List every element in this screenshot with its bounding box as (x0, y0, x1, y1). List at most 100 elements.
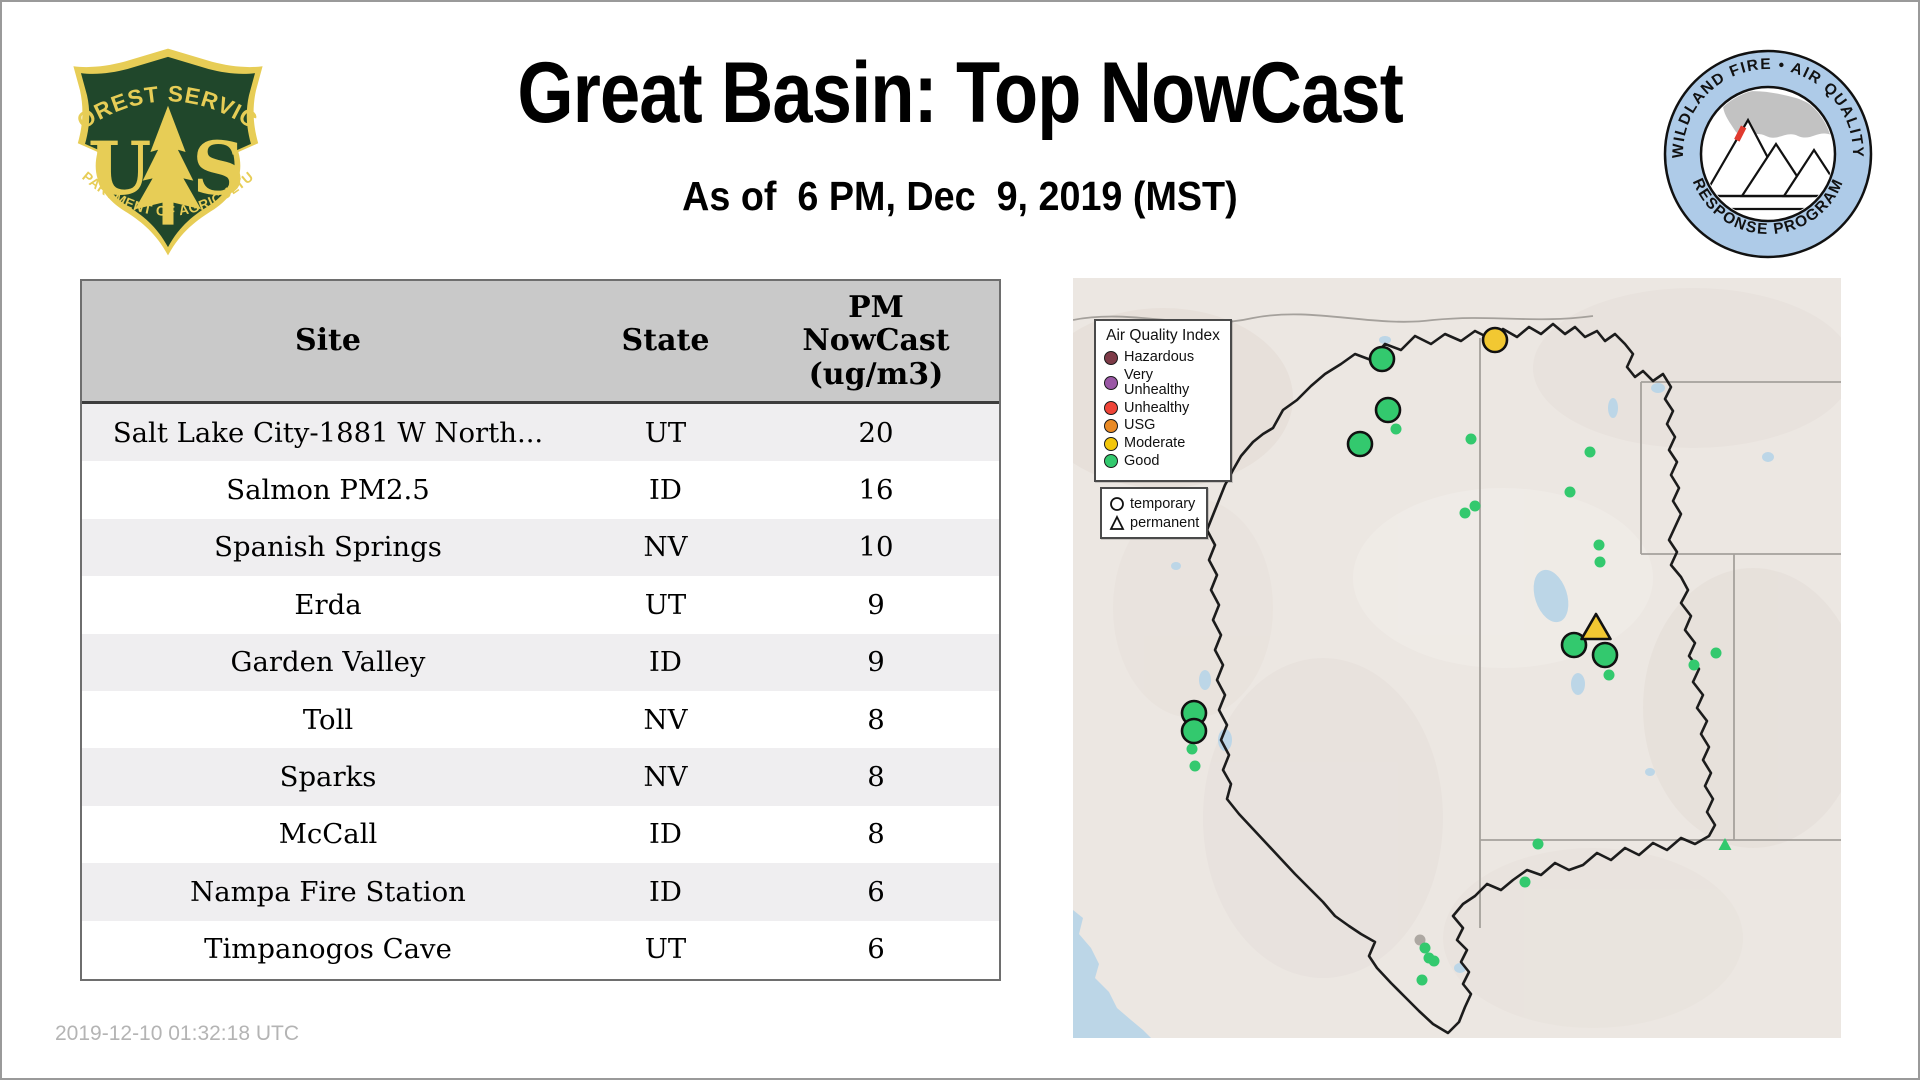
state-cell: ID (649, 818, 682, 851)
site-cell: McCall (278, 818, 378, 851)
aqi-color-swatch (1104, 436, 1118, 451)
site-cell: Garden Valley (230, 646, 426, 679)
map-terrain (1073, 278, 1841, 1038)
aqi-color-swatch (1104, 350, 1118, 365)
temporary-label: temporary (1130, 495, 1196, 512)
aqi-item-label: Hazardous (1124, 349, 1195, 365)
site-cell: Nampa Fire Station (190, 875, 466, 908)
map-marker-dot-good (1564, 486, 1576, 498)
state-cell: UT (644, 416, 687, 449)
table-row: Nampa Fire Station ID 6 (82, 863, 999, 921)
aqi-color-swatch (1104, 454, 1118, 469)
table-row: McCall ID 8 (82, 805, 999, 864)
pine-tree-icon (135, 105, 201, 225)
temporary-circle-icon (1110, 496, 1124, 511)
map-marker-dot-good (1519, 876, 1531, 888)
site-cell: Erda (294, 588, 362, 621)
aqi-item-label: Good (1124, 452, 1160, 469)
permanent-label: permanent (1130, 514, 1200, 531)
map-marker-circle-lg-moderate (1481, 326, 1509, 354)
fs-letter-u: U (88, 127, 151, 212)
table-row: Salt Lake City-1881 W North... UT 20 (82, 404, 999, 462)
state-cell: UT (644, 588, 687, 621)
marker-type-legend: temporary permanent (1100, 487, 1208, 539)
column-header-pm-nowcast: PM NowCast (ug/m3) (802, 289, 950, 392)
aqi-legend-item: Very Unhealthy (1104, 367, 1222, 398)
generated-timestamp: 2019-12-10 01:32:18 UTC (55, 1022, 299, 1045)
site-cell: Salt Lake City-1881 W North... (112, 416, 544, 449)
wfaqrp-logo: WILDLAND FIRE • AIR QUALITY RESPONSE PRO… (1663, 49, 1873, 259)
map-marker-triangle-lg-moderate (1580, 612, 1612, 641)
monitor-markers (1180, 326, 1732, 986)
aqi-legend-items: Hazardous Very Unhealthy Unhealthy USG Moder… (1104, 349, 1222, 469)
forest-service-logo: FOREST SERVICE U S DEPARTMENT OF AGRICUL… (56, 42, 263, 256)
map-marker-dot-good (1390, 423, 1402, 435)
table-header-row: Site State PM NowCast (ug/m3) (82, 281, 999, 404)
value-cell: 8 (867, 818, 885, 851)
map-marker-dot-good (1594, 556, 1606, 568)
map-marker-dot-good (1688, 659, 1700, 671)
map-marker-dot-good (1469, 500, 1481, 512)
map-marker-triangle-sm-good (1718, 838, 1732, 850)
map-marker-dot-good (1532, 838, 1544, 850)
map-marker-dot-good (1416, 974, 1428, 986)
column-header-state: State (621, 323, 710, 359)
air-quality-map: Air Quality Index Hazardous Very Unhealth… (1073, 278, 1841, 1038)
flame-icon (1734, 125, 1747, 142)
map-marker-dot-good (1428, 955, 1440, 967)
map-marker-dot-good (1419, 942, 1431, 954)
terrain-shading (1073, 288, 1841, 1028)
value-cell: 16 (858, 474, 894, 507)
aqi-legend: Air Quality Index Hazardous Very Unhealth… (1094, 319, 1232, 482)
aqi-item-label: USG (1124, 417, 1156, 434)
column-header-site: Site (294, 323, 361, 359)
page-subtitle: As of 6 PM, Dec 9, 2019 (MST) (682, 173, 1238, 219)
value-cell: 9 (867, 646, 885, 679)
map-marker-dot-good (1584, 446, 1596, 458)
map-marker-circle-lg-good (1374, 396, 1402, 424)
aqi-item-label: Unhealthy (1124, 399, 1190, 416)
state-cell: NV (643, 531, 688, 564)
aqi-legend-item: Moderate (1104, 435, 1222, 452)
table-row: Toll NV 8 (82, 690, 999, 749)
table-body: Salt Lake City-1881 W North... UT 20 Salmon… (82, 404, 999, 978)
map-marker-circle-lg-good (1180, 717, 1208, 745)
map-marker-dot-good (1593, 539, 1605, 551)
map-marker-circle-lg-good (1591, 641, 1619, 669)
map-marker-dot-good (1710, 647, 1722, 659)
table-row: Sparks NV 8 (82, 748, 999, 806)
aqi-legend-title: Air Quality Index (1106, 327, 1220, 344)
lakes (1171, 336, 1774, 973)
state-cell: ID (649, 474, 682, 507)
value-cell: 6 (867, 875, 885, 908)
table-row: Erda UT 9 (82, 576, 999, 634)
aqi-item-label: Moderate (1124, 435, 1186, 452)
permanent-triangle-icon (1109, 514, 1125, 530)
map-marker-circle-lg-good (1346, 430, 1374, 458)
state-cell: NV (643, 703, 688, 736)
map-marker-dot-good (1465, 433, 1477, 445)
header: Great Basin: Top NowCast As of 6 PM, Dec… (260, 44, 1660, 220)
value-cell: 8 (867, 703, 885, 736)
aqi-color-swatch (1104, 401, 1118, 416)
map-marker-dot-good (1459, 507, 1471, 519)
site-cell: Toll (302, 703, 354, 736)
value-cell: 6 (867, 933, 885, 966)
map-marker-dot-gray (1414, 934, 1426, 946)
site-cell: Timpanogos Cave (204, 933, 452, 966)
map-marker-circle-lg-good (1560, 631, 1588, 659)
value-cell: 20 (858, 416, 894, 449)
map-marker-circle-lg-good (1368, 345, 1396, 373)
aqi-legend-item: Good (1104, 452, 1222, 469)
page-title: Great Basin: Top NowCast (517, 45, 1403, 141)
table-row: Salmon PM2.5 ID 16 (82, 461, 999, 519)
table-row: Spanish Springs NV 10 (82, 518, 999, 577)
ocean (1073, 910, 1151, 1038)
value-cell: 8 (867, 761, 885, 794)
aqi-legend-item: USG (1104, 418, 1222, 433)
state-cell: NV (643, 761, 688, 794)
site-cell: Sparks (279, 761, 377, 794)
map-marker-dot-good (1603, 669, 1615, 681)
value-cell: 10 (858, 531, 894, 564)
